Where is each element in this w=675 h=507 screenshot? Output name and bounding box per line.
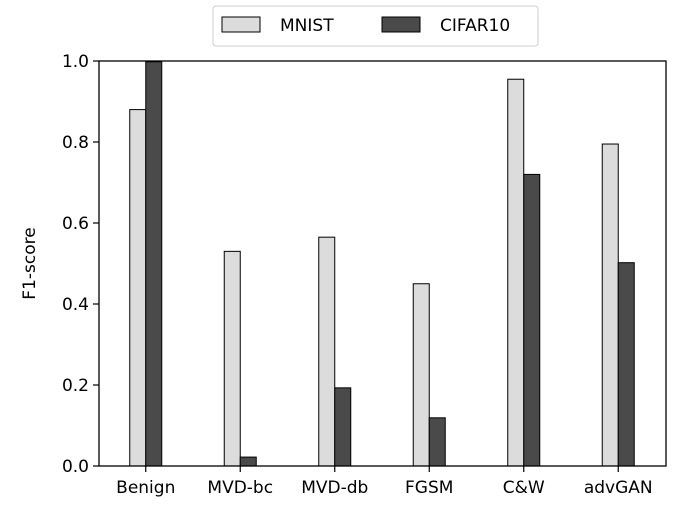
x-tick-label: Benign — [116, 478, 175, 498]
bar-cifar10-mvd-bc — [239, 456, 257, 467]
bar-cifar10-advgan — [617, 262, 635, 467]
legend: MNIST CIFAR10 — [212, 5, 539, 47]
legend-swatch-mnist — [221, 16, 261, 33]
y-axis-label: F1-score — [20, 227, 40, 299]
x-tick-label: advGAN — [584, 478, 653, 498]
bar-mnist-mvd-db — [318, 236, 336, 467]
bar-cifar10-fgsm — [428, 417, 446, 467]
y-tick-label: 1.0 — [62, 52, 89, 72]
y-tick-label: 0.0 — [62, 457, 89, 477]
bar-mnist-mvd-bc — [223, 250, 241, 467]
y-tick-label: 0.2 — [62, 376, 89, 396]
bars — [129, 61, 635, 467]
x-tick-label: MVD-db — [301, 478, 368, 498]
bar-mnist-benign — [129, 109, 147, 467]
y-tick-label: 0.6 — [62, 214, 89, 234]
legend-label-cifar10: CIFAR10 — [440, 16, 510, 36]
bar-cifar10-mvd-db — [334, 387, 352, 467]
y-tick-label: 0.4 — [62, 295, 89, 315]
x-tick-label: C&W — [503, 478, 545, 498]
bar-cifar10-benign — [145, 61, 163, 467]
y-axis: 0.0 0.2 0.4 0.6 0.8 1.0 — [62, 52, 99, 477]
legend-box — [212, 5, 539, 47]
legend-swatch-cifar10 — [381, 16, 421, 33]
legend-label-mnist: MNIST — [280, 16, 334, 36]
bar-mnist-c-w — [507, 78, 525, 467]
plot-frame — [98, 60, 667, 467]
x-tick-label: MVD-bc — [207, 478, 273, 498]
x-axis: Benign MVD-bc MVD-db FGSM C&W advGAN — [116, 466, 653, 498]
bar-cifar10-c-w — [523, 173, 541, 467]
y-tick-label: 0.8 — [62, 133, 89, 153]
bar-mnist-fgsm — [412, 283, 430, 467]
bar-mnist-advgan — [601, 143, 619, 467]
x-tick-label: FGSM — [405, 478, 453, 498]
